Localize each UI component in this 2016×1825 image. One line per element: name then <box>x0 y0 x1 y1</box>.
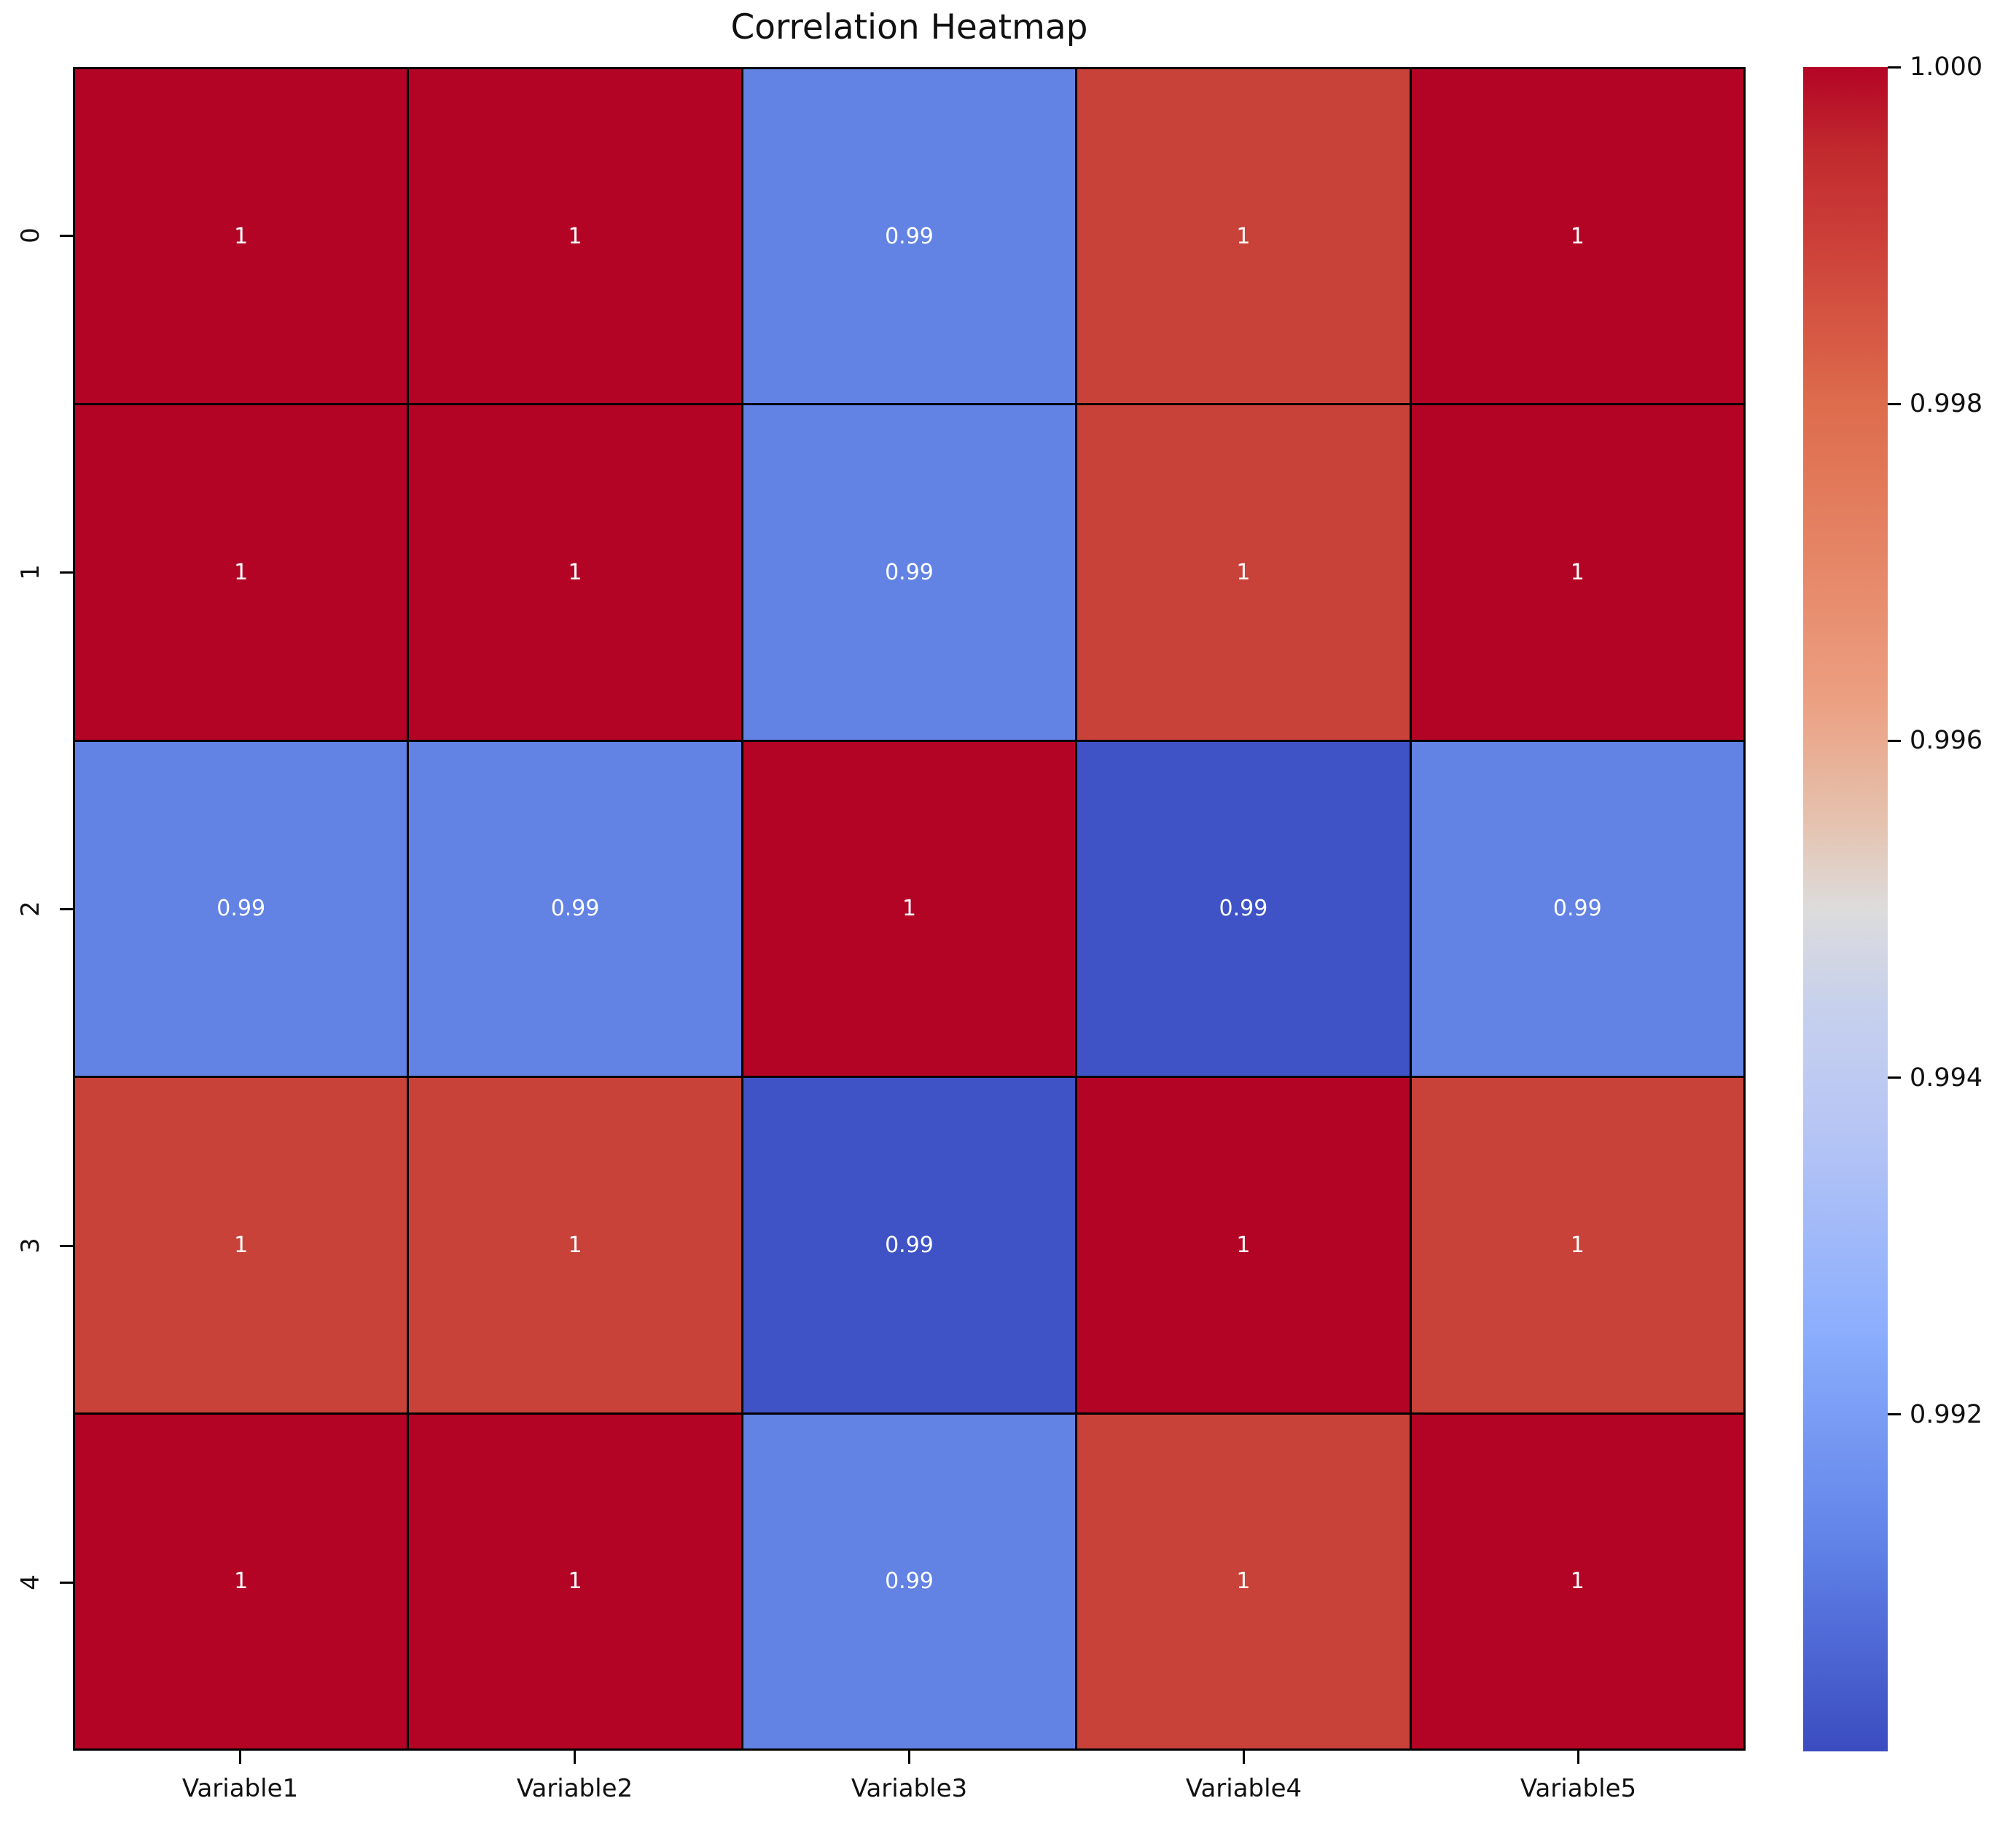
heatmap-cell: 1 <box>75 69 407 404</box>
cell-annotation: 1 <box>234 560 249 586</box>
colorbar <box>1803 67 1888 1751</box>
colorbar-tick <box>1888 402 1901 405</box>
x-axis-tick <box>239 1751 241 1764</box>
cell-annotation: 1 <box>1570 1232 1585 1258</box>
cell-annotation: 0.99 <box>550 896 600 922</box>
heatmap-cell: 1 <box>743 741 1076 1076</box>
heatmap-cell: 1 <box>1411 405 1743 740</box>
heatmap-cell: 0.99 <box>743 1078 1076 1412</box>
heatmap-cell: 1 <box>1077 69 1410 404</box>
heatmap-cell: 1 <box>75 405 407 740</box>
colorbar-tick-label: 0.992 <box>1910 1399 1983 1429</box>
heatmap-cell: 0.99 <box>75 741 407 1076</box>
cell-annotation: 1 <box>568 223 582 249</box>
colorbar-tick <box>1888 1076 1901 1079</box>
y-axis-tick <box>60 1581 73 1584</box>
y-axis-label-text: 0 <box>15 227 45 243</box>
cell-annotation: 1 <box>1236 560 1251 586</box>
cell-annotation: 1 <box>568 1568 582 1595</box>
cell-annotation: 1 <box>1236 1232 1251 1258</box>
cell-annotation: 0.99 <box>1219 896 1268 922</box>
x-axis-tick <box>574 1751 576 1764</box>
heatmap-cell: 1 <box>75 1078 407 1412</box>
heatmap-cell: 1 <box>75 1414 407 1748</box>
y-axis-label-text: 1 <box>15 564 45 580</box>
colorbar-tick-label: 0.994 <box>1910 1063 1983 1093</box>
cell-annotation: 0.99 <box>885 1568 934 1595</box>
heatmap-cell: 0.99 <box>743 405 1076 740</box>
heatmap-cell: 1 <box>1077 1078 1410 1412</box>
cell-annotation: 1 <box>1570 560 1585 586</box>
cell-annotation: 1 <box>1236 223 1251 249</box>
y-axis-tick <box>60 907 73 910</box>
chart-title: Correlation Heatmap <box>730 7 1088 47</box>
heatmap-cell: 1 <box>1411 1414 1743 1748</box>
colorbar-tick <box>1888 66 1901 69</box>
y-axis-label-text: 3 <box>15 1238 45 1254</box>
heatmap-cell: 1 <box>1077 405 1410 740</box>
y-axis-tick <box>60 1244 73 1247</box>
x-axis-label: Variable1 <box>181 1774 299 1803</box>
colorbar-tick-label: 0.998 <box>1910 389 1983 419</box>
heatmap-cell: 1 <box>1411 1078 1743 1412</box>
heatmap-cell: 1 <box>409 1078 741 1412</box>
heatmap-cell: 1 <box>409 405 741 740</box>
x-axis-label: Variable2 <box>516 1774 633 1803</box>
cell-annotation: 1 <box>1570 1568 1585 1595</box>
cell-annotation: 0.99 <box>1552 896 1602 922</box>
x-axis-label: Variable5 <box>1520 1774 1637 1803</box>
colorbar-tick-label: 1.000 <box>1910 52 1983 82</box>
heatmap-cell: 1 <box>409 69 741 404</box>
heatmap-cell: 0.99 <box>743 1414 1076 1748</box>
y-axis-tick <box>60 234 73 237</box>
colorbar-tick-label: 0.996 <box>1910 726 1983 756</box>
heatmap-cell: 1 <box>1077 1414 1410 1748</box>
x-axis-labels: Variable1 Variable2 Variable3 Variable4 Vari… <box>73 1774 1746 1803</box>
cell-annotation: 1 <box>568 1232 582 1258</box>
cell-annotation: 1 <box>234 1232 249 1258</box>
y-axis-label-text: 2 <box>15 901 45 917</box>
y-axis-label: 4 <box>7 1414 54 1751</box>
heatmap-cell: 0.99 <box>1411 741 1743 1076</box>
cell-annotation: 0.99 <box>885 560 934 586</box>
cell-annotation: 1 <box>902 896 917 922</box>
cell-annotation: 1 <box>234 223 249 249</box>
cell-annotation: 1 <box>568 560 582 586</box>
cell-annotation: 1 <box>1570 223 1585 249</box>
heatmap-cell: 0.99 <box>409 741 741 1076</box>
y-axis-label: 1 <box>7 404 54 740</box>
heatmap-cell: 0.99 <box>743 69 1076 404</box>
y-axis-label: 2 <box>7 740 54 1077</box>
x-axis-tick <box>1243 1751 1245 1764</box>
cell-annotation: 0.99 <box>216 896 266 922</box>
cell-annotation: 0.99 <box>885 1232 934 1258</box>
cell-annotation: 1 <box>1236 1568 1251 1595</box>
x-axis-tick <box>1577 1751 1579 1764</box>
x-axis-label: Variable4 <box>1185 1774 1302 1803</box>
heatmap-cell: 1 <box>409 1414 741 1748</box>
colorbar-tick <box>1888 739 1901 742</box>
heatmap-cell: 0.99 <box>1077 741 1410 1076</box>
cell-annotation: 1 <box>234 1568 249 1595</box>
y-axis-label: 3 <box>7 1077 54 1414</box>
cell-annotation: 0.99 <box>885 223 934 249</box>
x-axis-label: Variable3 <box>851 1774 968 1803</box>
heatmap-grid: 1 1 0.99 1 1 1 1 0.99 1 1 0.99 0.99 1 0.99 0.99 1 1 0.99 1… <box>73 67 1746 1751</box>
colorbar-tick <box>1888 1413 1901 1416</box>
y-axis-label-text: 4 <box>15 1574 45 1590</box>
y-axis-tick <box>60 571 73 574</box>
heatmap-cell: 1 <box>1411 69 1743 404</box>
x-axis-tick <box>908 1751 910 1764</box>
y-axis-label: 0 <box>7 67 54 404</box>
